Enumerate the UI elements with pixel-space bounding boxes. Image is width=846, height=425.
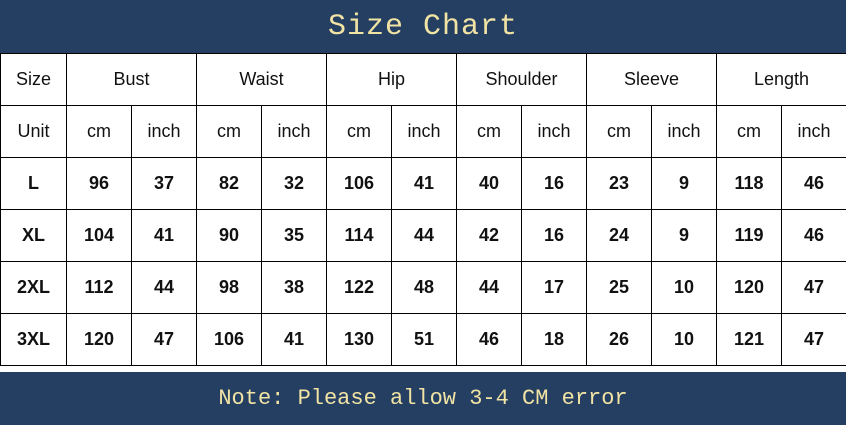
value-cell: 9 [651,209,718,262]
size-cell: 2XL [0,261,67,314]
unit-header: Unit [0,105,67,158]
value-cell: 47 [131,313,197,366]
size-chart-title: Size Chart [0,0,846,53]
unit-inch: inch [261,105,327,158]
unit-cm: cm [66,105,132,158]
value-cell: 106 [196,313,262,366]
unit-cm: cm [326,105,392,158]
value-cell: 38 [261,261,327,314]
value-cell: 46 [781,209,846,262]
value-cell: 16 [521,157,588,210]
value-cell: 104 [66,209,132,262]
value-cell: 47 [781,261,846,314]
value-cell: 130 [326,313,392,366]
table-row: 2XL 112 44 98 38 122 48 44 17 25 10 120 47 [0,261,846,314]
header-row-measures: Size Bust Waist Hip Shoulder Sleeve Length [0,53,846,106]
value-cell: 47 [781,313,846,366]
value-cell: 90 [196,209,262,262]
value-cell: 40 [456,157,523,210]
value-cell: 41 [390,157,458,210]
size-chart-table: Size Bust Waist Hip Shoulder Sleeve Length Unit… [0,53,846,366]
unit-inch: inch [781,105,846,158]
value-cell: 96 [66,157,132,210]
value-cell: 41 [261,313,327,366]
unit-inch: inch [131,105,197,158]
unit-cm: cm [586,105,653,158]
unit-cm: cm [716,105,783,158]
value-cell: 122 [326,261,392,314]
unit-cm: cm [196,105,262,158]
size-cell: XL [0,209,67,262]
unit-inch: inch [651,105,718,158]
value-cell: 46 [456,313,523,366]
value-cell: 119 [716,209,783,262]
unit-cm: cm [456,105,523,158]
value-cell: 98 [196,261,262,314]
measure-header-hip: Hip [325,53,458,106]
unit-inch: inch [521,105,588,158]
value-cell: 17 [521,261,588,314]
value-cell: 112 [66,261,132,314]
value-cell: 44 [390,209,458,262]
value-cell: 120 [66,313,132,366]
header-row-units: Unit cm inch cm inch cm inch cm inch cm inch cm inch [0,105,846,158]
value-cell: 51 [390,313,458,366]
value-cell: 44 [456,261,523,314]
value-cell: 25 [586,261,653,314]
value-cell: 46 [781,157,846,210]
measure-header-length: Length [716,53,846,106]
measure-header-bust: Bust [66,53,197,106]
value-cell: 42 [456,209,523,262]
value-cell: 41 [131,209,197,262]
value-cell: 114 [326,209,392,262]
size-cell: L [0,157,67,210]
table-row: XL 104 41 90 35 114 44 42 16 24 9 119 46 [0,209,846,262]
value-cell: 9 [651,157,718,210]
value-cell: 10 [651,313,718,366]
value-cell: 24 [586,209,653,262]
value-cell: 48 [390,261,458,314]
value-cell: 120 [716,261,783,314]
measure-header-shoulder: Shoulder [456,53,588,106]
value-cell: 121 [716,313,783,366]
value-cell: 106 [326,157,392,210]
value-cell: 118 [716,157,783,210]
value-cell: 32 [261,157,327,210]
value-cell: 16 [521,209,588,262]
unit-inch: inch [390,105,458,158]
value-cell: 37 [131,157,197,210]
value-cell: 18 [521,313,588,366]
value-cell: 23 [586,157,653,210]
measure-header-waist: Waist [196,53,327,106]
table-row: L 96 37 82 32 106 41 40 16 23 9 118 46 [0,157,846,210]
value-cell: 82 [196,157,262,210]
size-note: Note: Please allow 3-4 CM error [0,372,846,425]
table-row: 3XL 120 47 106 41 130 51 46 18 26 10 121 47 [0,313,846,366]
size-header: Size [0,53,67,106]
value-cell: 26 [586,313,653,366]
value-cell: 44 [131,261,197,314]
value-cell: 35 [261,209,327,262]
measure-header-sleeve: Sleeve [586,53,718,106]
size-cell: 3XL [0,313,67,366]
value-cell: 10 [651,261,718,314]
